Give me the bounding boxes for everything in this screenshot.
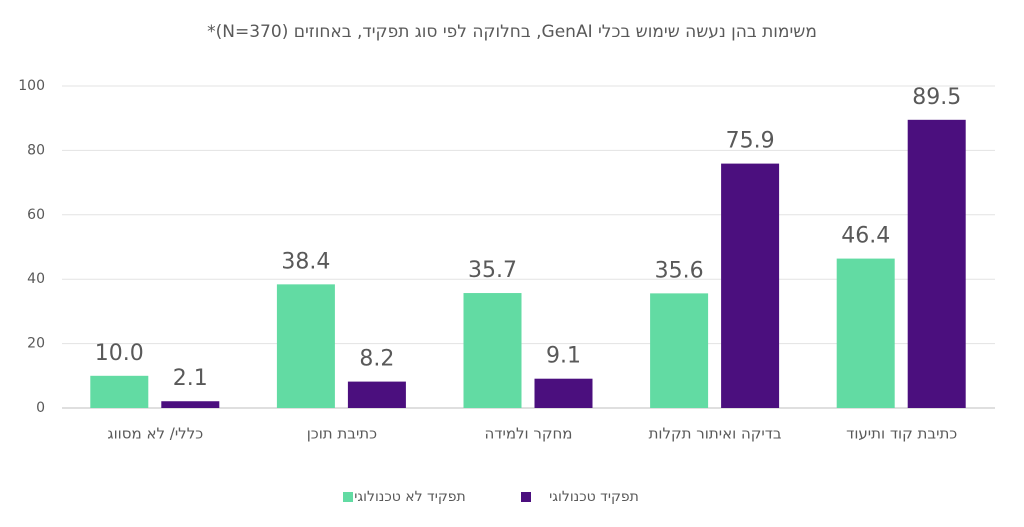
- value-label: 38.4: [281, 249, 330, 274]
- x-tick-label: כתיבת קוד ותיעוד: [846, 425, 957, 443]
- x-tick-label: כללי/ לא מסווג: [107, 425, 203, 443]
- bar: [907, 119, 966, 408]
- bar: [463, 293, 522, 408]
- y-tick-label: 100: [18, 78, 45, 94]
- value-label: 35.7: [468, 258, 517, 283]
- legend-label: תפקיד לא טכנולוגי: [354, 489, 465, 505]
- value-label: 9.1: [546, 344, 581, 369]
- bar: [836, 258, 895, 408]
- x-tick-label: כתיבת תוכן: [307, 425, 377, 443]
- y-tick-label: 40: [27, 271, 45, 287]
- y-tick-label: 20: [27, 336, 45, 352]
- value-label: 35.6: [655, 258, 704, 283]
- y-tick-label: 0: [36, 400, 45, 416]
- bar: [161, 401, 220, 408]
- bar: [721, 163, 780, 408]
- x-tick-label: בדיקה ואיתור תקלות: [649, 425, 782, 443]
- legend-label: תפקיד טכנולוגי: [549, 489, 639, 505]
- legend-swatch: [343, 492, 353, 502]
- legend-swatch: [521, 492, 531, 502]
- value-label: 75.9: [726, 129, 775, 154]
- y-tick-label: 80: [27, 142, 45, 158]
- bar: [650, 293, 709, 408]
- y-tick-label: 60: [27, 207, 45, 223]
- chart-title: משימות בהן נעשה שימוש בכלי GenAI, בחלוקה…: [207, 22, 817, 42]
- value-label: 89.5: [912, 85, 961, 110]
- value-label: 2.1: [173, 366, 208, 391]
- bar: [347, 381, 406, 408]
- value-label: 8.2: [359, 347, 394, 372]
- bar: [534, 378, 593, 408]
- bar: [276, 284, 335, 408]
- value-label: 46.4: [841, 224, 890, 249]
- bar: [90, 375, 149, 408]
- value-label: 10.0: [95, 341, 144, 366]
- x-tick-label: מחקר ולמידה: [484, 425, 572, 443]
